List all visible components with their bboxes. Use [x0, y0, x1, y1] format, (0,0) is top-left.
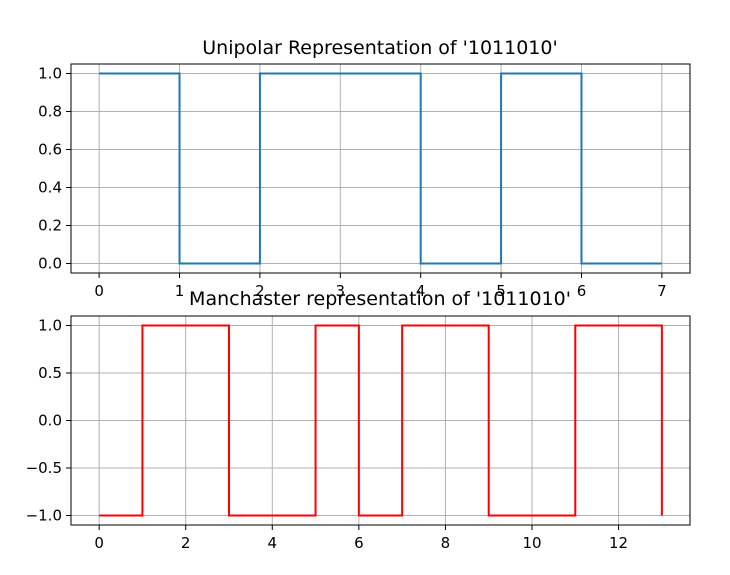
unipolar-x-tick-label: 3: [336, 282, 346, 300]
manchester-x-tick-label: 0: [94, 534, 104, 552]
unipolar-x-tick-label: 6: [577, 282, 587, 300]
unipolar-y-tick-label: 0.8: [38, 103, 62, 121]
manchester-signal-line: [99, 324, 663, 517]
unipolar-signal-line: [99, 72, 662, 265]
unipolar-y-tick-label: 0.4: [38, 179, 62, 197]
unipolar-x-tick-label: 4: [416, 282, 426, 300]
unipolar-x-tick-label: 7: [657, 282, 667, 300]
unipolar-x-tick-label: 0: [94, 282, 104, 300]
unipolar-axes-frame: [70, 63, 691, 274]
unipolar-x-tick-label: 2: [255, 282, 265, 300]
manchester-x-tick-label: 8: [441, 534, 451, 552]
manchester-y-tick-label: 0.5: [38, 364, 62, 382]
unipolar-chart: Unipolar Representation of '1011010' 0 1 2…: [38, 37, 691, 300]
manchester-y-tick-label: 1.0: [38, 317, 62, 335]
manchester-x-tick-label: 12: [609, 534, 628, 552]
manchester-y-tick-label: −0.5: [26, 459, 62, 477]
manchester-x-tick-label: 10: [522, 534, 541, 552]
manchester-x-tick-label: 2: [181, 534, 191, 552]
manchester-chart: 0 2 4 6 8 10 12 −1.0 −0.5 0.0 0.5 1.0: [26, 315, 691, 552]
manchester-y-tick-label: −1.0: [26, 507, 62, 525]
manchester-x-tick-label: 6: [354, 534, 364, 552]
unipolar-chart-title: Unipolar Representation of '1011010': [202, 37, 557, 59]
unipolar-y-tick-label: 1.0: [38, 65, 62, 83]
manchester-chart-title: Manchaster representation of '1011010': [189, 288, 571, 310]
manchester-y-tick-label: 0.0: [38, 412, 62, 430]
unipolar-y-tick-label: 0.2: [38, 217, 62, 235]
unipolar-x-tick-label: 5: [496, 282, 506, 300]
unipolar-y-tick-label: 0.0: [38, 255, 62, 273]
unipolar-y-tick-label: 0.6: [38, 141, 62, 159]
unipolar-x-tick-label: 1: [175, 282, 185, 300]
manchester-x-tick-label: 4: [268, 534, 278, 552]
